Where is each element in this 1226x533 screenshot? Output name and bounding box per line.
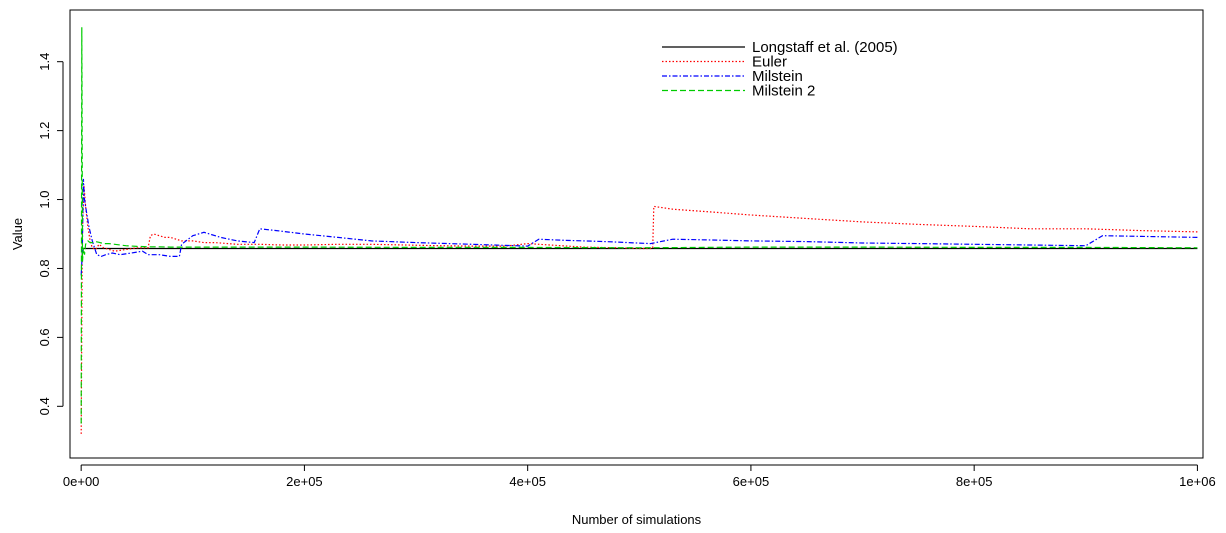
legend-label-4: Milstein 2 (752, 83, 815, 100)
x-tick-label: 8e+05 (956, 474, 993, 489)
x-tick-label: 1e+06 (1179, 474, 1216, 489)
series-line-2 (80, 185, 1198, 434)
series-line-4 (80, 27, 1198, 424)
y-tick-label: 1.0 (37, 190, 52, 208)
plot-frame (69, 9, 1204, 459)
x-axis: 0e+00 2e+05 4e+05 6e+05 8e+05 1e+06 (63, 464, 1216, 489)
series-line-3 (80, 178, 1198, 276)
y-tick-label: 1.4 (37, 53, 52, 71)
x-tick-label: 4e+05 (509, 474, 546, 489)
y-axis: 0.4 0.6 0.8 1.0 1.2 1.4 (37, 53, 64, 415)
legend: Longstaff et al. (2005)EulerMilsteinMils… (662, 39, 898, 100)
y-tick-label: 0.8 (37, 259, 52, 277)
x-tick-label: 0e+00 (63, 474, 100, 489)
legend-label-2: Euler (752, 54, 787, 71)
y-tick-label: 0.4 (37, 397, 52, 415)
y-tick-label: 0.6 (37, 328, 52, 346)
x-tick-label: 6e+05 (733, 474, 770, 489)
series-layer (80, 27, 1198, 434)
x-axis-title: Number of simulations (572, 512, 702, 527)
y-axis-title: Value (10, 218, 25, 250)
y-tick-label: 1.2 (37, 122, 52, 140)
x-tick-label: 2e+05 (286, 474, 323, 489)
legend-label-3: Milstein (752, 68, 803, 85)
legend-label-1: Longstaff et al. (2005) (752, 39, 898, 56)
